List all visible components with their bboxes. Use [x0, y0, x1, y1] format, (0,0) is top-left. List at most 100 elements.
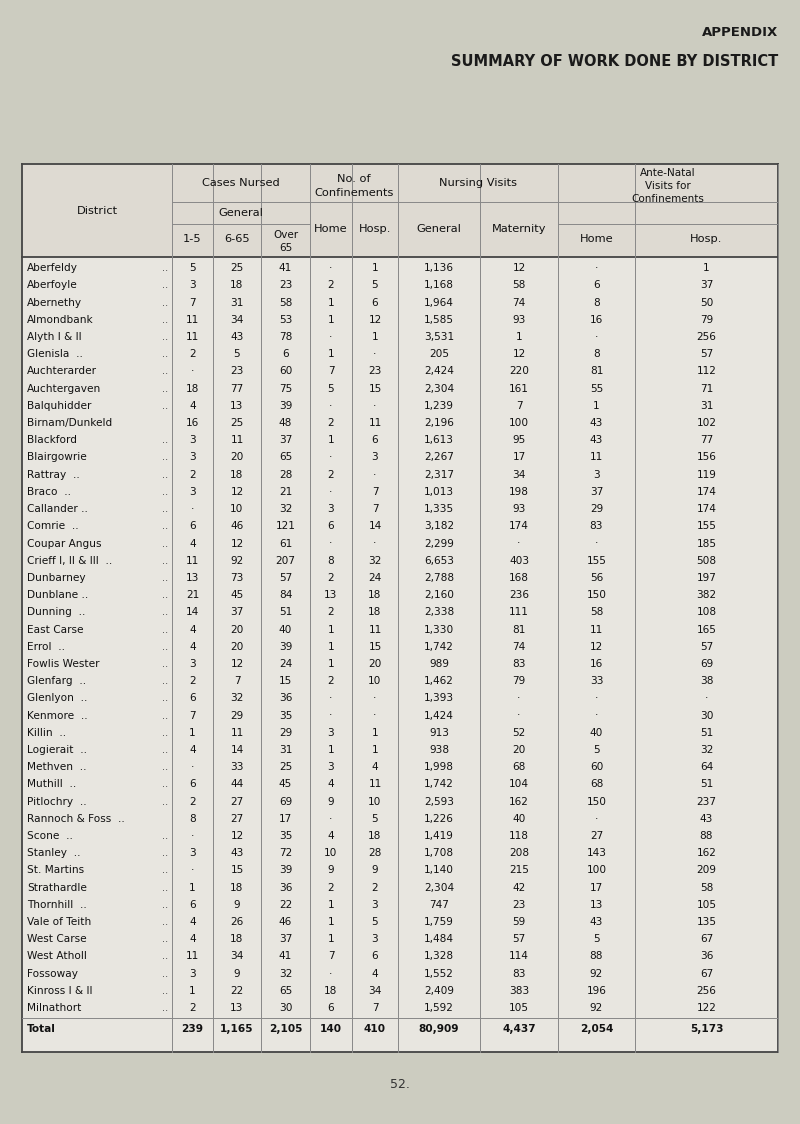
- Text: 1,484: 1,484: [424, 934, 454, 944]
- Text: 17: 17: [512, 453, 526, 462]
- Text: 1: 1: [189, 882, 196, 892]
- Text: 41: 41: [279, 263, 292, 273]
- Text: 84: 84: [279, 590, 292, 600]
- Text: 403: 403: [509, 555, 529, 565]
- Text: 13: 13: [324, 590, 338, 600]
- Text: 23: 23: [279, 280, 292, 290]
- Text: Blairgowrie: Blairgowrie: [27, 453, 86, 462]
- Text: 18: 18: [368, 590, 382, 600]
- Text: 3: 3: [328, 504, 334, 514]
- Text: ..: ..: [162, 298, 168, 308]
- Text: 29: 29: [590, 504, 603, 514]
- Text: 17: 17: [279, 814, 292, 824]
- Text: 135: 135: [697, 917, 717, 927]
- Text: Over
65: Over 65: [273, 230, 298, 253]
- Text: 68: 68: [512, 762, 526, 772]
- Text: 2,196: 2,196: [424, 418, 454, 428]
- Text: 9: 9: [328, 797, 334, 807]
- Text: 196: 196: [586, 986, 606, 996]
- Text: 23: 23: [368, 366, 382, 377]
- Text: SUMMARY OF WORK DONE BY DISTRICT: SUMMARY OF WORK DONE BY DISTRICT: [450, 54, 778, 69]
- Text: 35: 35: [279, 831, 292, 841]
- Text: APPENDIX: APPENDIX: [702, 26, 778, 39]
- Text: 1,136: 1,136: [424, 263, 454, 273]
- Text: 31: 31: [230, 298, 244, 308]
- Text: Rannoch & Foss  ..: Rannoch & Foss ..: [27, 814, 125, 824]
- Text: 2,054: 2,054: [580, 1024, 613, 1034]
- Text: 18: 18: [230, 934, 244, 944]
- Text: 67: 67: [700, 969, 713, 979]
- Text: 30: 30: [700, 710, 714, 720]
- Text: 69: 69: [700, 659, 713, 669]
- Text: 93: 93: [512, 315, 526, 325]
- Text: 1,585: 1,585: [424, 315, 454, 325]
- Text: 1,462: 1,462: [424, 677, 454, 686]
- Text: 80,909: 80,909: [418, 1024, 459, 1034]
- Text: 12: 12: [590, 642, 603, 652]
- Text: 12: 12: [512, 350, 526, 360]
- Text: 237: 237: [697, 797, 717, 807]
- Text: 1: 1: [593, 401, 600, 411]
- Text: Dunblane ..: Dunblane ..: [27, 590, 88, 600]
- Text: Crieff I, II & III  ..: Crieff I, II & III ..: [27, 555, 112, 565]
- Text: 6: 6: [328, 1003, 334, 1013]
- Text: 105: 105: [509, 1003, 529, 1013]
- Text: ·: ·: [330, 401, 333, 411]
- Text: ..: ..: [162, 625, 168, 635]
- Text: Killin  ..: Killin ..: [27, 728, 66, 737]
- Text: ..: ..: [162, 797, 168, 807]
- Text: 34: 34: [512, 470, 526, 480]
- Text: 20: 20: [230, 642, 244, 652]
- Text: ·: ·: [705, 694, 708, 704]
- Text: 2: 2: [328, 607, 334, 617]
- Text: 13: 13: [590, 900, 603, 909]
- Text: ..: ..: [162, 642, 168, 652]
- Text: ..: ..: [162, 590, 168, 600]
- Text: Birnam/Dunkeld: Birnam/Dunkeld: [27, 418, 112, 428]
- Text: ..: ..: [162, 435, 168, 445]
- Text: 52: 52: [512, 728, 526, 737]
- Text: Almondbank: Almondbank: [27, 315, 94, 325]
- Text: ..: ..: [162, 573, 168, 583]
- Text: 35: 35: [279, 710, 292, 720]
- Text: ·: ·: [330, 694, 333, 704]
- Text: ..: ..: [162, 745, 168, 755]
- Text: 4: 4: [189, 917, 196, 927]
- Text: Pitlochry  ..: Pitlochry ..: [27, 797, 86, 807]
- Text: Auchterarder: Auchterarder: [27, 366, 97, 377]
- Text: 12: 12: [230, 659, 244, 669]
- Text: 37: 37: [230, 607, 244, 617]
- Text: 92: 92: [230, 555, 244, 565]
- Text: 24: 24: [279, 659, 292, 669]
- Text: Aberfoyle: Aberfoyle: [27, 280, 78, 290]
- Text: Stanley  ..: Stanley ..: [27, 849, 81, 859]
- Text: 100: 100: [509, 418, 529, 428]
- Text: ..: ..: [162, 986, 168, 996]
- Text: 15: 15: [279, 677, 292, 686]
- Text: 6: 6: [593, 280, 600, 290]
- Text: 11: 11: [590, 625, 603, 635]
- Text: Glenlyon  ..: Glenlyon ..: [27, 694, 87, 704]
- Text: Nursing Visits: Nursing Visits: [439, 178, 517, 188]
- Text: 207: 207: [275, 555, 295, 565]
- Text: 1,759: 1,759: [424, 917, 454, 927]
- Text: 7: 7: [372, 1003, 378, 1013]
- Text: 50: 50: [700, 298, 713, 308]
- Text: 9: 9: [328, 865, 334, 876]
- Text: 118: 118: [509, 831, 529, 841]
- Text: 16: 16: [590, 315, 603, 325]
- Text: 174: 174: [697, 487, 717, 497]
- Text: 1: 1: [516, 332, 522, 342]
- Text: 2: 2: [189, 350, 196, 360]
- Text: 10: 10: [368, 677, 382, 686]
- Text: 58: 58: [700, 882, 713, 892]
- Text: ..: ..: [162, 383, 168, 393]
- Text: Alyth I & II: Alyth I & II: [27, 332, 82, 342]
- Text: 2: 2: [328, 573, 334, 583]
- Text: 1: 1: [328, 900, 334, 909]
- Text: 6: 6: [189, 522, 196, 532]
- Text: ·: ·: [374, 710, 377, 720]
- Text: 1: 1: [372, 728, 378, 737]
- Text: 9: 9: [234, 969, 240, 979]
- Text: ·: ·: [374, 694, 377, 704]
